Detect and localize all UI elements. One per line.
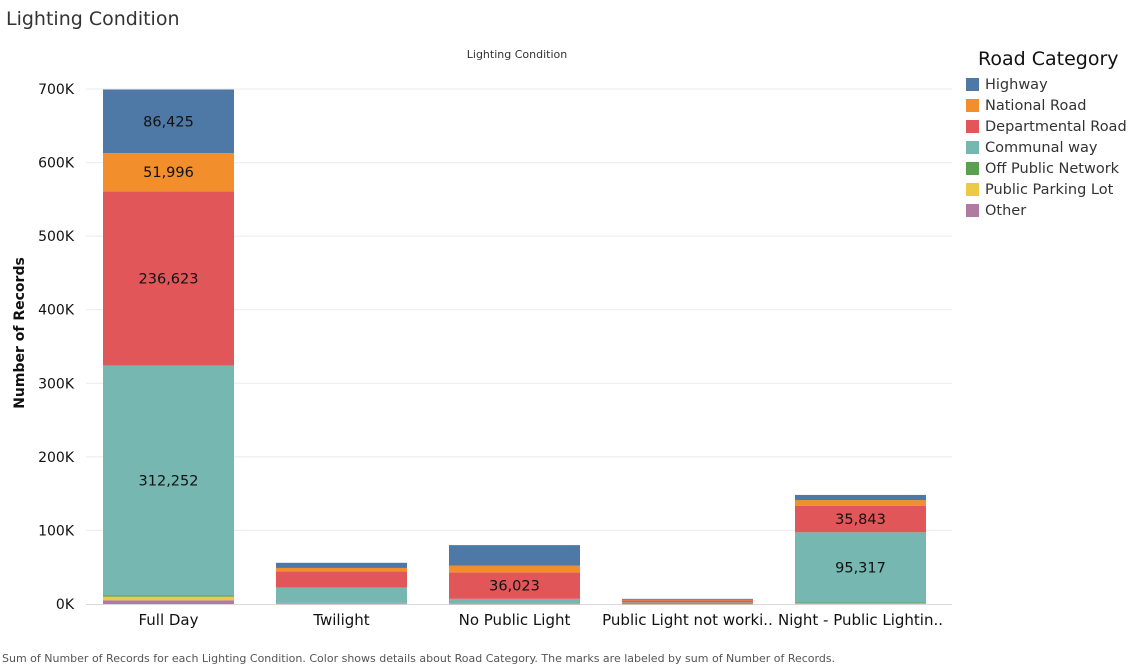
legend-label: Other [985,202,1027,219]
legend-swatch [966,204,979,217]
bar-segment[interactable] [795,603,926,605]
bar-segment[interactable] [103,595,234,597]
x-axis-ticks: Full Day Twilight No Public Light Public Li… [138,611,943,629]
y-axis-ticks: 0K 100K 200K 300K 400K 500K 600K 700K [38,82,75,613]
legend-item[interactable]: Other [966,200,1127,221]
bar-segment[interactable] [449,565,580,573]
bar-segment[interactable] [276,603,407,604]
bar-segment[interactable] [622,602,753,604]
legend-swatch [966,141,979,154]
y-tick-label: 500K [38,229,75,245]
bar-segment[interactable] [622,600,753,603]
bar-segment[interactable] [795,500,926,506]
legend-label: Highway [985,76,1048,93]
bar-segment[interactable] [103,89,234,154]
y-tick-label: 200K [38,450,75,466]
bar-segment[interactable] [795,505,926,533]
bar-segment[interactable] [795,602,926,604]
sheet-title: Lighting Condition [6,8,180,30]
bar-segment[interactable] [622,598,753,600]
legend-item[interactable]: Highway [966,74,1127,95]
bar-segment[interactable] [103,365,234,596]
x-tick-label: Night - Public Lightin.. [778,611,943,629]
legend-label: Off Public Network [985,160,1120,177]
bar-segment[interactable] [276,567,407,572]
chart-title: Lighting Condition [467,48,567,61]
caption: Sum of Number of Records for each Lighti… [2,652,836,665]
legend: Road Category Highway National Road Depart… [966,48,1127,221]
bar-segment[interactable] [276,571,407,588]
data-label: 95,317 [835,560,886,576]
legend-swatch [966,162,979,175]
y-tick-label: 400K [38,303,75,319]
bar-segment[interactable] [449,545,580,566]
legend-swatch [966,99,979,112]
bar-segment[interactable] [103,191,234,366]
legend-item[interactable]: National Road [966,95,1127,116]
y-tick-label: 100K [38,523,75,539]
legend-item[interactable]: Communal way [966,137,1127,158]
data-label: 51,996 [143,165,194,181]
bar-segment[interactable] [103,596,234,601]
data-label: 86,425 [143,114,194,130]
legend-item[interactable]: Public Parking Lot [966,179,1127,200]
bar-segment[interactable] [449,572,580,599]
y-tick-label: 700K [38,82,75,98]
bar-segment[interactable] [103,600,234,604]
legend-title: Road Category [978,48,1119,70]
y-tick-label: 600K [38,156,75,172]
legend-item[interactable]: Departmental Road [966,116,1127,137]
bar-segment[interactable] [795,603,926,604]
legend-item[interactable]: Off Public Network [966,158,1127,179]
bar-segment[interactable] [103,153,234,192]
stacked-bar-chart: Lighting Condition 0K 100K 200K 300K 400K 500… [12,48,952,629]
bar-segment[interactable] [449,603,580,605]
bar-segment[interactable] [449,598,580,604]
bars: 312,252 236,623 51,996 86,425 36,023 95,317 35… [103,89,926,605]
bar-segment[interactable] [795,494,926,501]
x-tick-label: Public Light not worki.. [602,611,773,629]
legend-swatch [966,183,979,196]
bar-segment[interactable] [449,603,580,604]
gridlines [86,88,952,605]
bar-segment[interactable] [795,532,926,603]
data-label: 36,023 [489,579,540,595]
y-tick-label: 0K [56,597,75,613]
legend-swatch [966,78,979,91]
legend-label: Departmental Road [985,118,1127,135]
legend-label: Public Parking Lot [985,181,1114,198]
bar-segment[interactable] [276,587,407,603]
y-axis-label: Number of Records [12,257,28,409]
x-tick-label: Twilight [312,611,369,629]
data-label: 236,623 [139,271,199,287]
bar-segment[interactable] [622,603,753,604]
data-label: 312,252 [139,473,199,489]
data-label: 35,843 [835,512,886,528]
legend-items: Highway National Road Departmental Road Com… [966,74,1127,221]
bar-segment[interactable] [276,562,407,568]
bar-segment[interactable] [622,599,753,601]
bar-segment[interactable] [276,602,407,604]
legend-label: Communal way [985,139,1098,156]
x-tick-label: Full Day [138,611,198,629]
x-tick-label: No Public Light [459,611,571,629]
legend-swatch [966,120,979,133]
y-tick-label: 300K [38,376,75,392]
legend-label: National Road [985,97,1087,114]
